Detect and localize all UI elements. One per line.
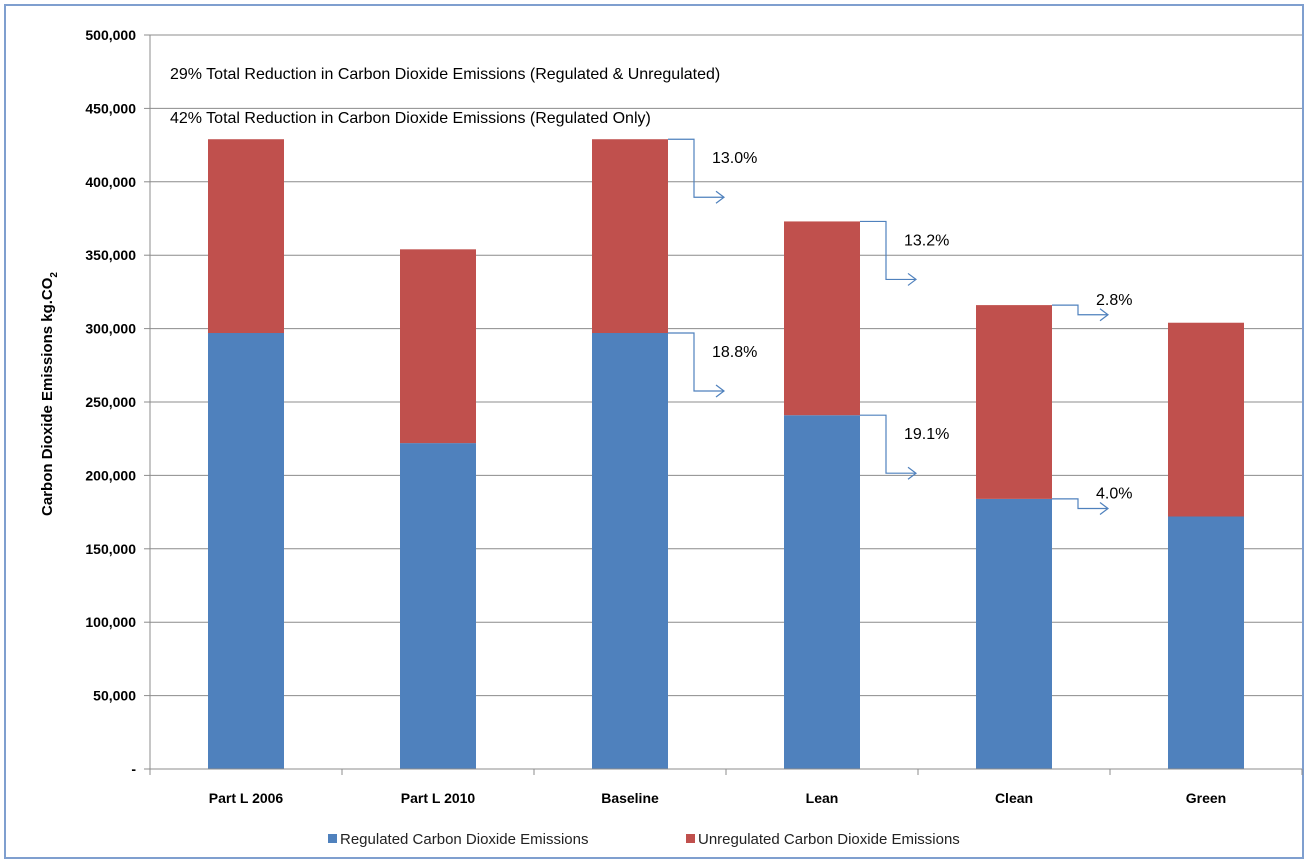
reduction-label: 18.8% <box>712 344 757 361</box>
y-tick-label: 50,000 <box>93 688 136 704</box>
legend-label: Regulated Carbon Dioxide Emissions <box>340 831 588 848</box>
reduction-arrow <box>668 332 724 392</box>
reduction-arrow-head <box>1099 308 1109 322</box>
reduction-arrow-head <box>1099 502 1109 515</box>
x-tick-label: Lean <box>806 790 839 806</box>
reduction-arrow <box>860 414 916 474</box>
y-tick-label: 100,000 <box>85 614 136 630</box>
reduction-label: 2.8% <box>1096 292 1132 309</box>
reduction-arrow <box>1052 498 1108 510</box>
reduction-label: 4.0% <box>1096 486 1132 503</box>
x-tick-label: Baseline <box>601 790 659 806</box>
y-axis-label-subscript: 2 <box>49 272 60 278</box>
reduction-arrow <box>1052 304 1108 316</box>
bar-regulated <box>1168 516 1244 769</box>
reduction-arrow <box>668 138 724 198</box>
x-tick-label: Green <box>1186 790 1226 806</box>
bar-unregulated <box>208 139 284 334</box>
reduction-arrow-head <box>907 272 917 286</box>
reduction-arrows: 13.0% 13.2% 2.8% 18.8% 19.1% 4.0% <box>668 138 1132 515</box>
headline-annotation: 29% Total Reduction in Carbon Dioxide Em… <box>170 66 720 83</box>
y-tick-label: 500,000 <box>85 27 136 43</box>
headline-annotations: 29% Total Reduction in Carbon Dioxide Em… <box>170 66 720 127</box>
gridlines <box>150 34 1302 697</box>
bar-regulated <box>976 498 1052 769</box>
bars <box>208 139 1244 769</box>
y-tick-label: 250,000 <box>85 394 136 410</box>
legend: Regulated Carbon Dioxide Emissions Unregu… <box>328 831 960 848</box>
y-tick-label: - <box>131 761 136 777</box>
reduction-label: 13.2% <box>904 232 949 249</box>
reduction-arrow-head <box>715 384 725 398</box>
bar-regulated <box>400 443 476 769</box>
x-axis: Part L 2006 Part L 2010 Baseline Lean Clean G… <box>149 35 1303 806</box>
y-tick-label: 150,000 <box>85 541 136 557</box>
reduction-arrow-head <box>907 466 917 480</box>
y-tick-label: 350,000 <box>85 247 136 263</box>
stacked-bar-chart: - 50,000 100,000 150,000 200,000 250,000 300,0… <box>39 27 1303 848</box>
legend-label: Unregulated Carbon Dioxide Emissions <box>698 831 960 848</box>
bar-regulated <box>208 333 284 769</box>
bar-unregulated <box>592 139 668 334</box>
y-axis-ticks: - 50,000 100,000 150,000 200,000 250,000 300,0… <box>85 27 150 777</box>
chart-frame: - 50,000 100,000 150,000 200,000 250,000 300,0… <box>4 4 1304 859</box>
x-tick-label: Part L 2010 <box>401 790 476 806</box>
reduction-label: 13.0% <box>712 150 757 167</box>
y-tick-label: 300,000 <box>85 321 136 337</box>
bar-regulated <box>592 333 668 769</box>
reduction-label: 19.1% <box>904 426 949 443</box>
y-axis-label: Carbon Dioxide Emissions kg.CO2 <box>39 272 60 516</box>
x-tick-label: Part L 2006 <box>209 790 284 806</box>
legend-swatch <box>328 834 337 843</box>
headline-annotation: 42% Total Reduction in Carbon Dioxide Em… <box>170 110 651 127</box>
bar-unregulated <box>976 305 1052 499</box>
reduction-arrow <box>860 220 916 281</box>
y-tick-label: 200,000 <box>85 467 136 483</box>
y-axis-label-main: Carbon Dioxide Emissions kg.CO <box>39 277 56 516</box>
bar-unregulated <box>400 249 476 444</box>
bar-unregulated <box>784 221 860 416</box>
y-tick-label: 400,000 <box>85 174 136 190</box>
x-tick-label: Clean <box>995 790 1033 806</box>
legend-swatch <box>686 834 695 843</box>
reduction-arrow-head <box>715 190 725 204</box>
y-tick-label: 450,000 <box>85 100 136 116</box>
bar-unregulated <box>1168 322 1244 517</box>
bar-regulated <box>784 415 860 769</box>
